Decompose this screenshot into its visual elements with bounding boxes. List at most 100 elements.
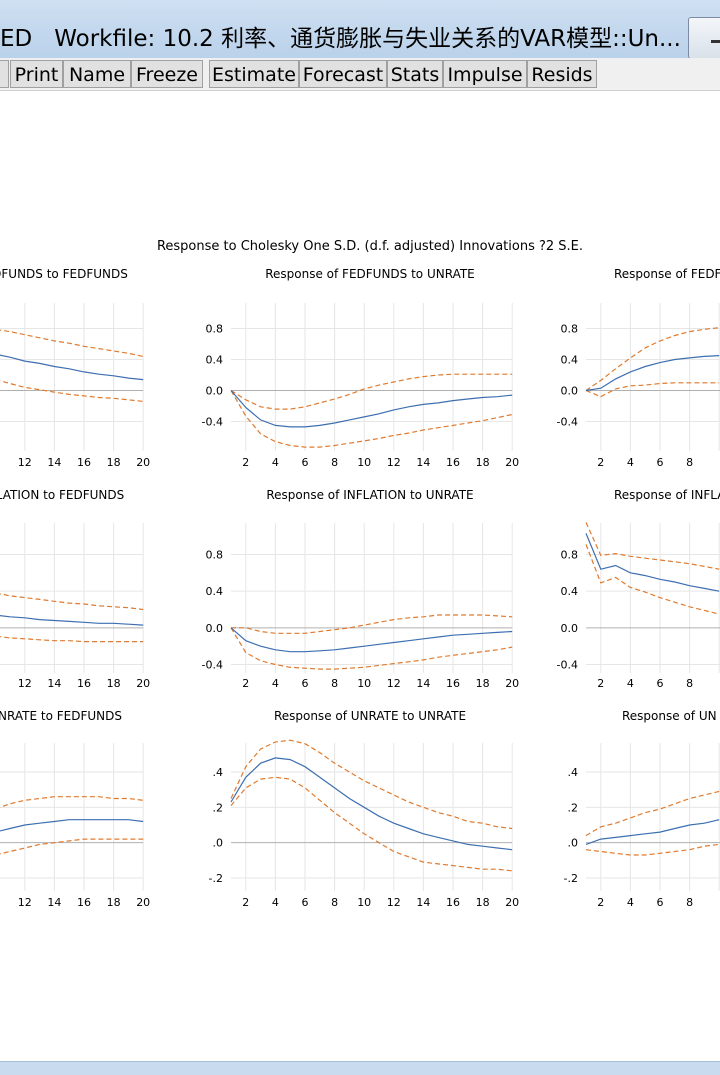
panel-2-xtick-label: 8 — [331, 456, 338, 469]
panel-5-lower-band — [230, 627, 513, 670]
window-title: ED Workfile: 10.2 利率、通货膨胀与失业关系的VAR模型::Un.… — [0, 19, 681, 53]
panel-5-xtick-label: 4 — [272, 677, 279, 690]
panel-8-ytick-label: .4 — [213, 766, 224, 779]
panel-8-upper-band — [230, 739, 513, 830]
window-title-left: ED — [0, 26, 33, 52]
panel-1-xtick-label: 12 — [18, 456, 32, 469]
panel-6-ytick-label: -0.4 — [557, 659, 578, 672]
panel-9-title: Response of UN — [622, 709, 717, 723]
panel-2-upper-band — [230, 373, 513, 410]
panel-3-ytick-label: 0.4 — [561, 354, 579, 367]
panel-8-xtick-label: 14 — [416, 896, 430, 909]
panel-2-xtick-label: 16 — [446, 456, 460, 469]
panel-8-xtick-label: 18 — [476, 896, 490, 909]
panel-7-xtick-label: 14 — [47, 896, 61, 909]
print-button[interactable]: Print — [10, 60, 63, 88]
panel-7-upper-band — [0, 796, 144, 809]
estimate-button[interactable]: Estimate — [209, 60, 299, 88]
chart-main-title: Response to Cholesky One S.D. (d.f. adju… — [157, 239, 583, 254]
stats-button[interactable]: Stats — [387, 60, 443, 88]
panel-1-title: DFUNDS to FEDFUNDS — [0, 267, 128, 281]
panel-5-upper-band — [231, 614, 513, 634]
panel-2-ytick-label: 0.8 — [206, 323, 224, 336]
impulse-button[interactable]: Impulse — [443, 60, 527, 88]
panel-2-xtick-label: 12 — [387, 456, 401, 469]
forecast-button[interactable]: Forecast — [299, 60, 387, 88]
panel-2-xtick-label: 10 — [357, 456, 371, 469]
panel-7-xtick-label: 18 — [107, 896, 121, 909]
panel-8-xtick-label: 8 — [331, 896, 338, 909]
panel-2-xtick-label: 18 — [476, 456, 490, 469]
panel-6-title: Response of INFLA — [614, 488, 720, 502]
panel-5-ytick-label: 0.4 — [206, 585, 224, 598]
panel-5-xtick-label: 18 — [476, 677, 490, 690]
panel-4-xtick-label: 14 — [47, 677, 61, 690]
panel-6-upper-band — [585, 522, 720, 570]
panel-1-xtick-label: 18 — [107, 456, 121, 469]
panel-8-response-line — [230, 757, 513, 851]
panel-2-xtick-label: 4 — [272, 456, 279, 469]
panel-1-lower-band — [0, 380, 144, 402]
panel-4-lower-band — [0, 636, 144, 643]
panel-2-xtick-label: 6 — [302, 456, 309, 469]
panel-3-ytick-label: -0.4 — [557, 416, 578, 429]
minimize-button[interactable] — [688, 17, 720, 59]
panel-1-xtick-label: 14 — [47, 456, 61, 469]
panel-6-xtick-label: 6 — [657, 677, 664, 690]
panel-7-xtick-label: 16 — [77, 896, 91, 909]
panel-3-xtick-label: 6 — [657, 456, 664, 469]
panel-8-title: Response of UNRATE to UNRATE — [274, 709, 466, 723]
freeze-button[interactable]: Freeze — [131, 60, 203, 88]
panel-4-xtick-label: 12 — [18, 677, 32, 690]
panel-9-xtick-label: 4 — [627, 896, 634, 909]
panel-9-ytick-label: .0 — [568, 837, 579, 850]
panel-5-xtick-label: 6 — [302, 677, 309, 690]
panel-5-xtick-label: 16 — [446, 677, 460, 690]
panel-3-title: Response of FEDF — [614, 267, 720, 281]
panel-9-ytick-label: .4 — [568, 766, 579, 779]
panel-8-lower-band — [230, 776, 513, 872]
window-titlebar: ED Workfile: 10.2 利率、通货膨胀与失业关系的VAR模型::Un.… — [0, 0, 720, 59]
panel-6-xtick-label: 4 — [627, 677, 634, 690]
status-bar — [0, 1061, 720, 1075]
panel-2-xtick-label: 20 — [505, 456, 519, 469]
panel-6-ytick-label: 0.8 — [561, 549, 579, 562]
panel-3-xtick-label: 2 — [597, 456, 604, 469]
panel-2-ytick-label: -0.4 — [202, 416, 223, 429]
panel-7-xtick-label: 12 — [18, 896, 32, 909]
panel-7-xtick-label: 20 — [136, 896, 150, 909]
chart-area: Response to Cholesky One S.D. (d.f. adju… — [0, 91, 720, 1061]
panel-6-response-line — [585, 533, 720, 592]
panel-8-ytick-label: -.2 — [209, 872, 223, 885]
panel-7-response-line — [0, 819, 144, 832]
panel-9-lower-band — [585, 843, 720, 856]
panel-9-xtick-label: 2 — [597, 896, 604, 909]
window-title-main: Workfile: 10.2 利率、通货膨胀与失业关系的VAR模型::Un... — [54, 26, 681, 52]
panel-3-ytick-label: 0.0 — [561, 385, 579, 398]
panel-5-xtick-label: 12 — [387, 677, 401, 690]
panel-2-ytick-label: 0.4 — [206, 354, 224, 367]
toolbar-button-clipped[interactable] — [0, 60, 9, 88]
panel-2-title: Response of FEDFUNDS to UNRATE — [265, 267, 475, 281]
panel-5-xtick-label: 2 — [242, 677, 249, 690]
panel-8-xtick-label: 4 — [272, 896, 279, 909]
panel-2-response-line — [230, 390, 513, 428]
panel-9-response-line — [585, 819, 720, 845]
panel-1-response-line — [0, 354, 144, 381]
panel-2-xtick-label: 2 — [242, 456, 249, 469]
panel-4-upper-band — [0, 593, 144, 611]
panel-4-xtick-label: 16 — [77, 677, 91, 690]
panel-9-xtick-label: 8 — [686, 896, 693, 909]
panel-8-xtick-label: 12 — [387, 896, 401, 909]
panel-9-ytick-label: -.2 — [564, 872, 578, 885]
panel-6-xtick-label: 2 — [597, 677, 604, 690]
toolbar: Print Name Freeze Estimate Forecast Stat… — [0, 58, 720, 91]
panel-5-xtick-label: 14 — [416, 677, 430, 690]
panel-8-ytick-label: .0 — [213, 837, 224, 850]
panel-4-response-line — [0, 614, 144, 626]
panel-5-response-line — [230, 627, 513, 653]
resids-button[interactable]: Resids — [527, 60, 597, 88]
panel-5-xtick-label: 20 — [505, 677, 519, 690]
name-button[interactable]: Name — [63, 60, 131, 88]
panel-3-xtick-label: 8 — [686, 456, 693, 469]
